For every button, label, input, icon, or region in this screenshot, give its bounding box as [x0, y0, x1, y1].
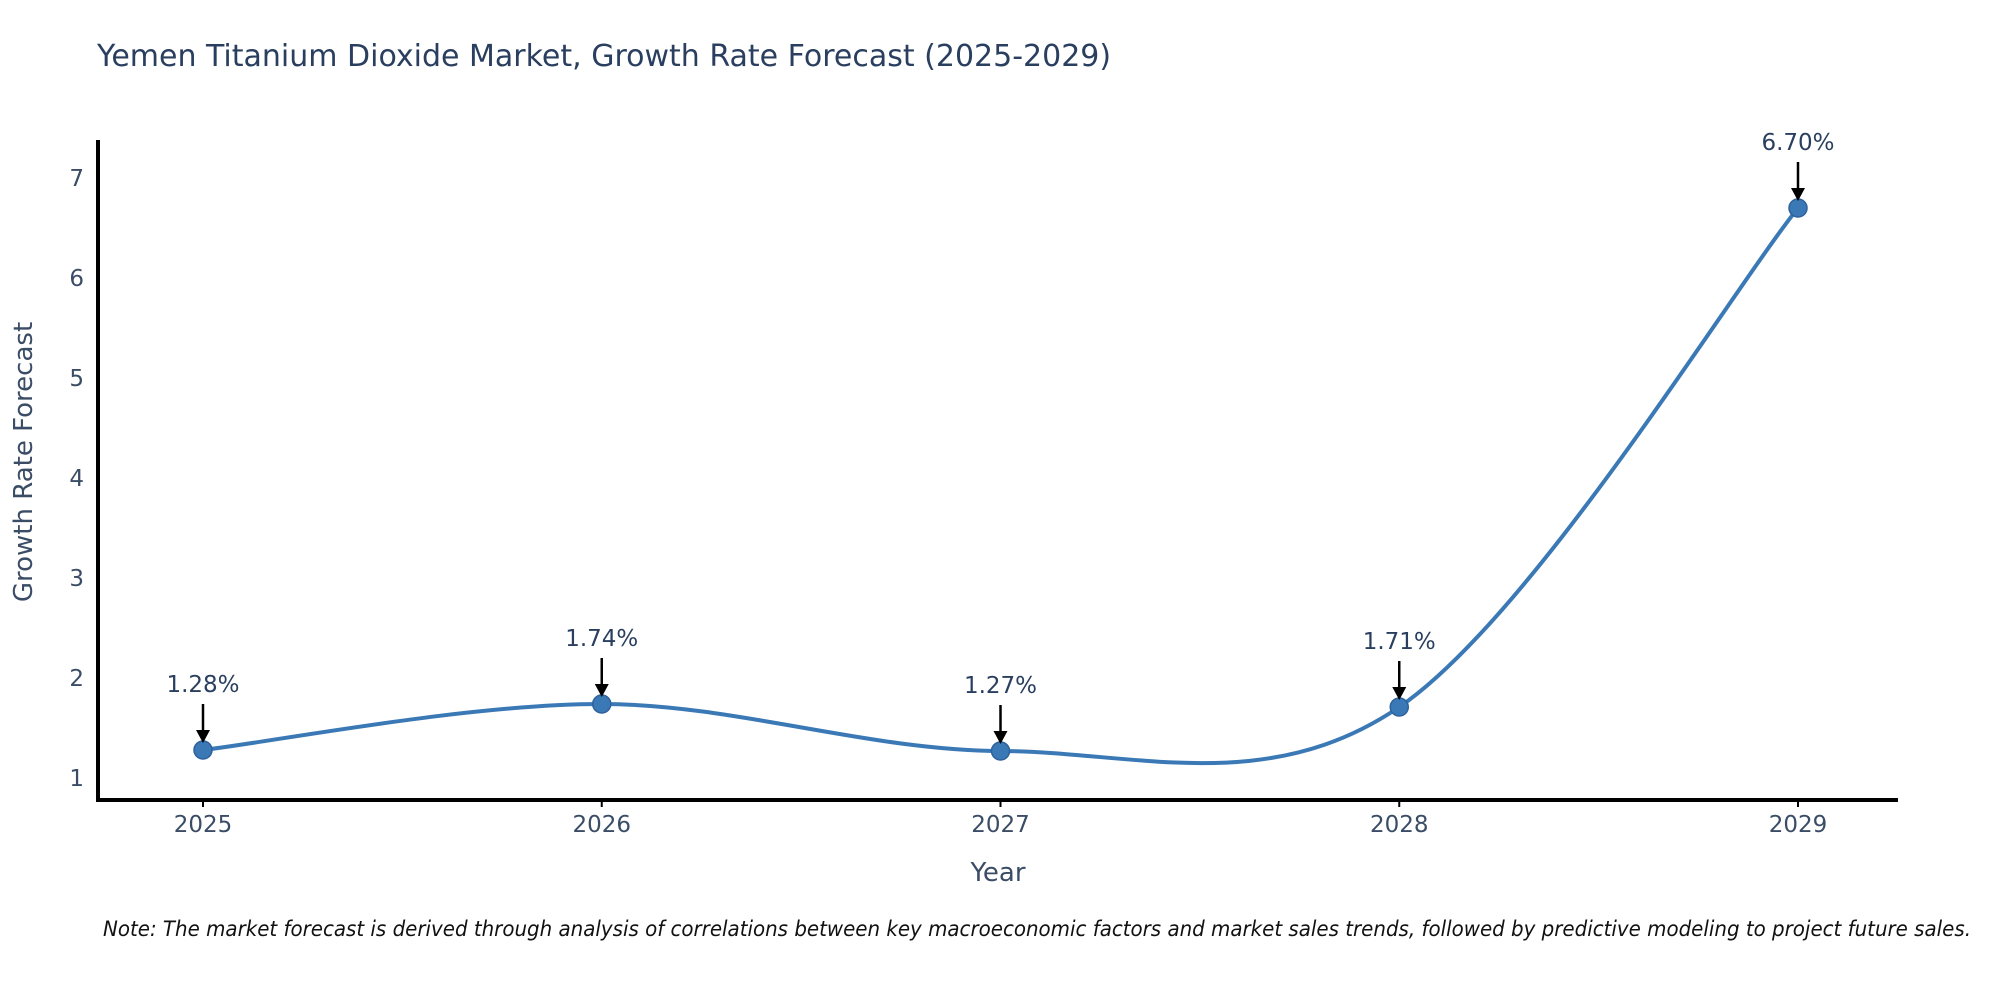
annotation-arrow-head: [1392, 687, 1407, 700]
y-axis-title: Growth Rate Forecast: [9, 322, 39, 602]
data-point-label: 1.28%: [166, 672, 239, 698]
annotation-arrow-head: [993, 731, 1008, 744]
data-point-label: 1.71%: [1363, 629, 1436, 655]
x-axis-line: [96, 798, 1898, 802]
y-tick-label: 3: [69, 566, 84, 592]
data-point-marker: [1389, 697, 1409, 717]
x-tick-mark: [999, 802, 1002, 807]
x-tick-label: 2028: [1370, 812, 1429, 838]
chart-title: Yemen Titanium Dioxide Market, Growth Ra…: [96, 39, 1111, 74]
footnote: Note: The market forecast is derived thr…: [103, 917, 1971, 941]
x-tick-mark: [600, 802, 603, 807]
y-tick-label: 7: [69, 166, 84, 192]
x-tick-mark: [1398, 802, 1401, 807]
data-point-marker: [1788, 198, 1808, 218]
x-tick-mark: [1797, 802, 1799, 807]
data-point-label: 1.27%: [964, 673, 1037, 699]
data-point-marker: [592, 694, 612, 714]
data-point-label: 6.70%: [1761, 130, 1834, 156]
annotation-arrow-head: [1791, 188, 1805, 201]
annotation-arrow-head: [196, 730, 210, 743]
y-tick-label: 1: [69, 766, 84, 792]
x-tick-mark: [202, 802, 204, 807]
x-axis-title: Year: [969, 858, 1025, 888]
plot-area: 1 2 3 4 5 6 7 2025 2026 2027 2028 2029 1.28% 1.74% 1.2…: [69, 130, 1898, 838]
y-axis-line: [96, 140, 100, 802]
annotation-arrow-head: [594, 684, 609, 697]
x-tick-label: 2025: [174, 812, 233, 838]
y-tick-label: 5: [69, 366, 84, 392]
data-point-marker: [990, 741, 1011, 761]
y-tick-label: 4: [69, 466, 84, 492]
series-line: [201, 206, 1800, 766]
data-point-marker: [193, 740, 213, 760]
x-tick-label: 2029: [1769, 812, 1828, 838]
data-point-label: 1.74%: [565, 626, 638, 652]
x-tick-label: 2026: [572, 812, 631, 838]
y-tick-label: 2: [69, 666, 84, 692]
x-tick-label: 2027: [971, 812, 1030, 838]
y-tick-label: 6: [69, 266, 84, 292]
